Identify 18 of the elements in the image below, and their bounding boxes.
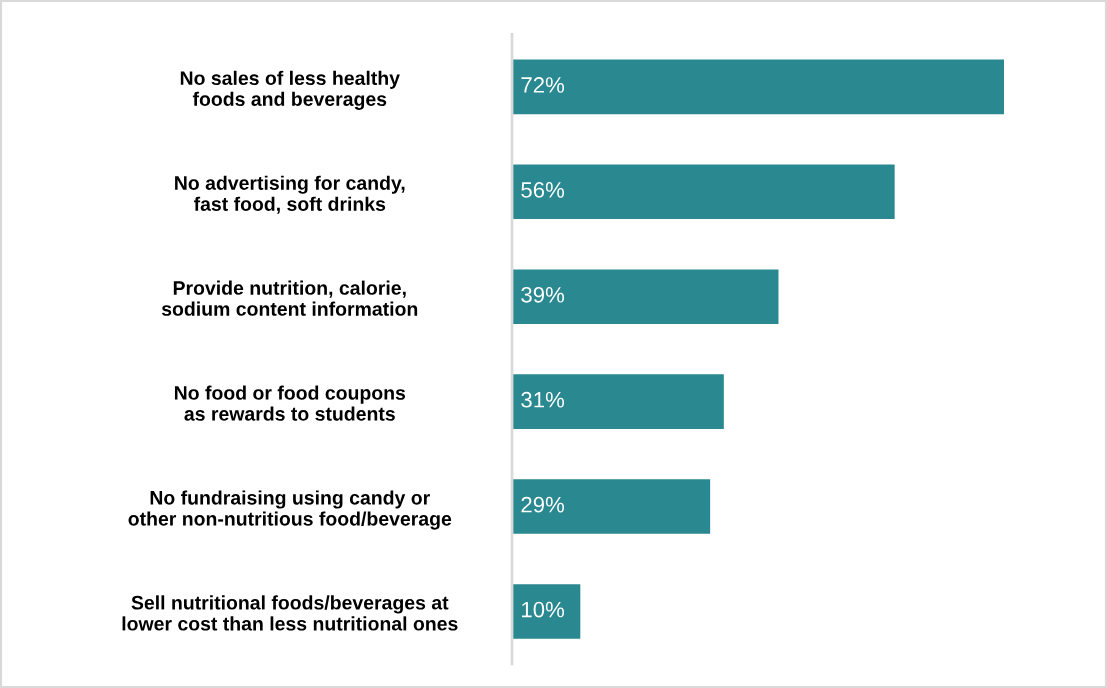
y-tick-label: Provide nutrition, calorie, sodium content information xyxy=(161,280,418,316)
bar xyxy=(511,164,895,220)
data-label: 31% xyxy=(521,391,565,408)
bar xyxy=(511,584,581,639)
data-label: 29% xyxy=(521,496,565,513)
y-tick-label: Sell nutritional foods/beverages at lower cost than less nutritional ones xyxy=(122,595,458,631)
data-label: 72% xyxy=(521,77,565,93)
data-label: 56% xyxy=(521,182,565,198)
y-tick-label: No food or food coupons as rewards to students xyxy=(174,385,406,421)
y-tick-label: No fundraising using candy or other non-nutritious food/beverage xyxy=(128,490,452,530)
y-tick-label: No sales of less healthy foods and beverages xyxy=(180,70,400,110)
bar xyxy=(511,269,779,324)
bar xyxy=(511,59,1004,115)
y-tick-label: No advertising for candy, fast food, soft drinks xyxy=(175,175,405,214)
data-label: 39% xyxy=(521,286,565,303)
data-label: 10% xyxy=(522,601,565,618)
bar xyxy=(511,374,724,429)
bar xyxy=(511,479,711,534)
